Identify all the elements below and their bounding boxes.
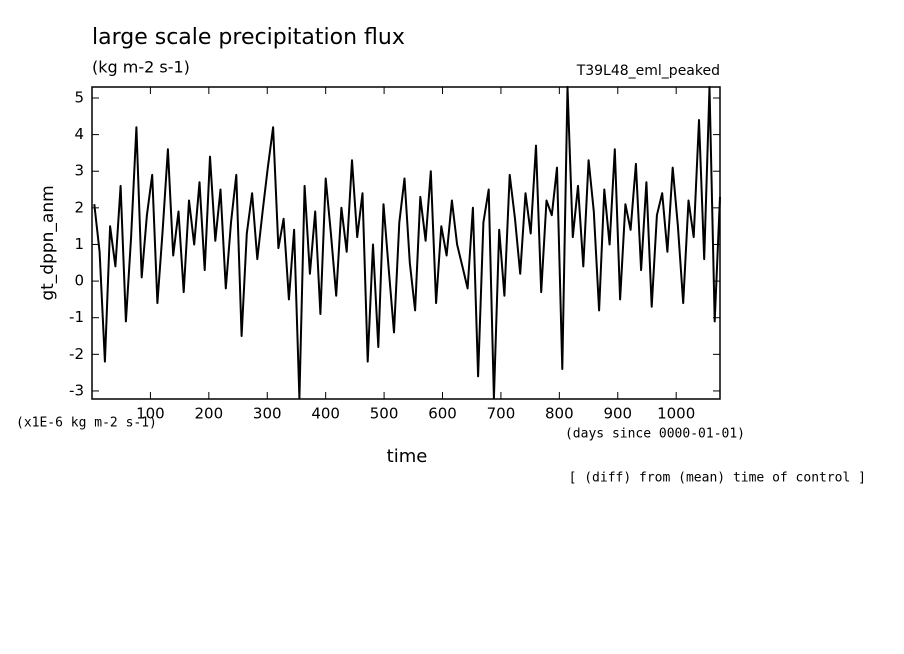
x-tick-label: 300	[253, 405, 282, 423]
x-axis-label: time	[387, 446, 428, 467]
x-tick-label: 800	[545, 405, 574, 423]
x-tick-label: 200	[195, 405, 224, 423]
y-tick-label: -1	[69, 308, 84, 326]
x-tick-label: 1000	[657, 405, 695, 423]
x-tick-label: 900	[603, 405, 632, 423]
plot-frame	[91, 86, 721, 400]
chart-subtitle: (kg m-2 s-1)	[92, 58, 190, 77]
data-line	[93, 86, 721, 400]
x-unit: (days since 0000-01-01)	[565, 427, 745, 442]
note: [ (diff) from (mean) time of control ]	[569, 471, 866, 486]
y-tick-label: 3	[74, 162, 84, 180]
chart-title: large scale precipitation flux	[92, 25, 405, 50]
y-unit: (x1E-6 kg m-2 s-1)	[16, 416, 157, 431]
y-axis-label: gt_dppn_anm	[38, 185, 58, 300]
y-tick-label: 2	[74, 198, 84, 216]
y-tick-label: 5	[74, 88, 84, 106]
y-tick-label: -2	[69, 345, 84, 363]
experiment-label: T39L48_eml_peaked	[576, 63, 720, 79]
x-tick-label: 500	[370, 405, 399, 423]
y-tick-label: 1	[74, 235, 84, 253]
y-tick-label: -3	[69, 381, 84, 399]
y-tick-label: 0	[74, 272, 84, 290]
x-tick-label: 100	[136, 405, 165, 423]
y-tick-label: 4	[74, 125, 84, 143]
x-tick-label: 600	[428, 405, 457, 423]
x-tick-label: 400	[311, 405, 340, 423]
x-tick-label: 700	[487, 405, 516, 423]
